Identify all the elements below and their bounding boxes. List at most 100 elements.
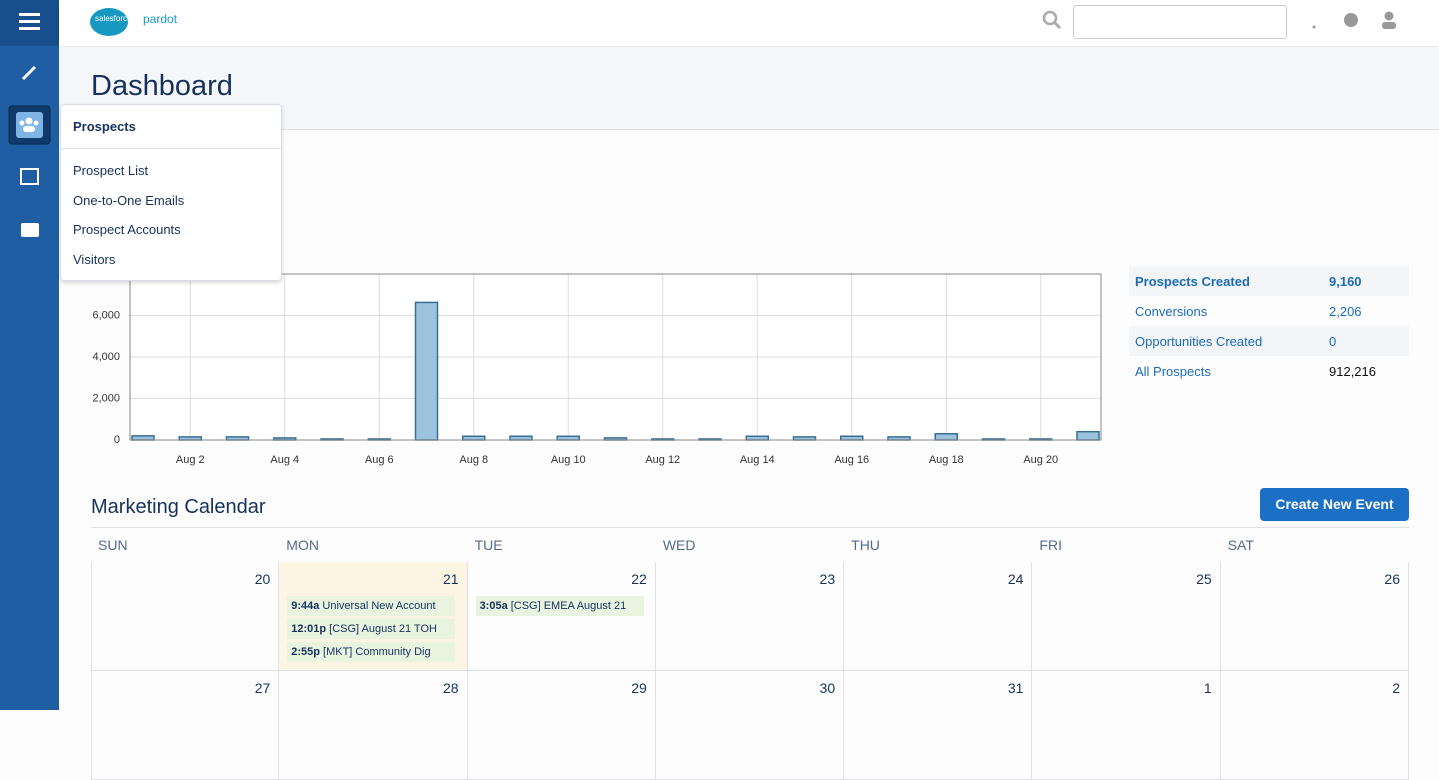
menu-title: Prospects (73, 119, 136, 134)
x-tick-label: Aug 10 (551, 454, 586, 466)
settings-icon[interactable] (1344, 13, 1358, 27)
stat-value[interactable]: 9,160 (1329, 274, 1362, 289)
stat-label[interactable]: Conversions (1135, 304, 1208, 319)
day-cell[interactable]: 27 (91, 671, 280, 780)
briefcase-icon[interactable] (21, 223, 39, 237)
stat-row: All Prospects 912,216 (1129, 356, 1409, 386)
calendar-event[interactable]: 9:44a Universal New Account (287, 596, 456, 616)
prospects-icon (16, 112, 43, 138)
date-number: 31 (1007, 680, 1024, 696)
date-number: 24 (1007, 571, 1024, 587)
event-title: [CSG] August 21 TOH (329, 623, 437, 635)
event-title: [MKT] Community Dig (323, 646, 431, 658)
product-name: pardot (143, 12, 178, 26)
day-cell[interactable]: 23 (655, 562, 845, 671)
x-tick-label: Aug 20 (1023, 454, 1058, 466)
stats-table: Prospects Created 9,160 Conversions 2,206 Op… (1129, 266, 1409, 386)
date-number: 23 (819, 571, 836, 587)
y-tick-label: 0 (114, 434, 120, 446)
date-number: 25 (1196, 571, 1212, 587)
create-event-button[interactable]: Create New Event (1260, 488, 1409, 521)
x-tick-label: Aug 16 (834, 454, 869, 466)
date-number: 28 (442, 680, 459, 696)
calendar-event[interactable]: 3:05a [CSG] EMEA August 21 (475, 596, 644, 616)
top-bar: salesforce pardot (59, 0, 1439, 46)
day-header: WED (662, 537, 696, 553)
day-cell[interactable]: 2 (1220, 671, 1409, 780)
help-icon[interactable] (1312, 25, 1316, 29)
date-number: 30 (819, 680, 836, 696)
bar (556, 435, 580, 441)
date-number: 21 (442, 571, 459, 587)
day-cell[interactable]: 31 (844, 671, 1033, 780)
date-number: 27 (254, 680, 271, 696)
day-cell[interactable]: 21 9:44a Universal New Account 12:01p [CSG] … (279, 562, 468, 671)
day-cell[interactable]: 24 (844, 562, 1033, 671)
x-tick-label: Aug 4 (270, 454, 299, 466)
event-time: 2:55p (291, 646, 321, 658)
day-header: SAT (1227, 537, 1254, 553)
hamburger[interactable] (19, 13, 40, 30)
x-tick-label: Aug 18 (929, 454, 964, 466)
event-time: 9:44a (291, 600, 320, 612)
date-number: 1 (1203, 680, 1212, 696)
bar (509, 435, 533, 441)
separator (61, 148, 281, 149)
search-icon[interactable] (1042, 10, 1062, 30)
event-title: [CSG] EMEA August 21 (510, 600, 627, 612)
bar (840, 435, 864, 441)
stat-value[interactable]: 912,216 (1329, 364, 1376, 379)
menu-item[interactable]: One-to-One Emails (73, 192, 185, 208)
prospects-menu: Prospects Prospect List One-to-One Emails… (60, 104, 282, 281)
day-header: SUN (98, 537, 128, 553)
day-header: MON (286, 537, 319, 553)
stat-label[interactable]: Opportunities Created (1135, 334, 1263, 349)
bar (1076, 430, 1100, 441)
event-time: 12:01p (291, 623, 327, 635)
calendar: SUN MON TUE WED THU FRI SAT 20 21 9:44a Universal … (91, 527, 1409, 780)
people (19, 117, 39, 132)
day-header: THU (851, 537, 880, 553)
day-header: FRI (1039, 537, 1062, 553)
calendar-title: Marketing Calendar (91, 496, 266, 518)
bar (462, 435, 486, 441)
wand-icon[interactable] (21, 65, 37, 81)
day-cell[interactable]: 26 (1220, 562, 1409, 671)
y-tick-label: 2,000 (92, 392, 120, 404)
x-tick-label: Aug 2 (176, 454, 205, 466)
day-cell[interactable]: 20 (91, 562, 280, 671)
x-tick-label: Aug 8 (459, 454, 488, 466)
menu-item[interactable]: Prospect Accounts (73, 222, 181, 237)
calendar-event[interactable]: 12:01p [CSG] August 21 TOH (287, 619, 456, 639)
user-icon[interactable] (1384, 11, 1394, 21)
day-cell[interactable]: 1 (1032, 671, 1221, 780)
day-cell[interactable]: 22 3:05a [CSG] EMEA August 21 (467, 562, 656, 671)
x-tick-label: Aug 6 (365, 454, 394, 466)
x-tick-label: Aug 14 (740, 454, 775, 466)
date-number: 20 (254, 571, 271, 587)
day-cell[interactable]: 25 (1032, 562, 1221, 671)
header-icons (1312, 11, 1396, 29)
reports-icon[interactable] (20, 168, 39, 185)
event-title: Universal New Account (322, 600, 436, 612)
y-tick-label: 6,000 (92, 309, 120, 321)
menu-item[interactable]: Prospect List (73, 163, 149, 178)
stat-label[interactable]: Prospects Created (1135, 274, 1250, 289)
day-cell[interactable]: 29 (467, 671, 656, 780)
day-cell[interactable]: 30 (655, 671, 845, 780)
stat-row: Opportunities Created 0 (1129, 326, 1409, 356)
stat-value[interactable]: 2,206 (1329, 304, 1362, 319)
bar (934, 433, 958, 441)
logo-cloud (90, 8, 128, 36)
day-cell[interactable]: 28 (279, 671, 468, 780)
logo: salesforce (95, 14, 132, 23)
calendar-event[interactable]: 2:55p [MKT] Community Dig (287, 642, 456, 662)
stat-value[interactable]: 0 (1329, 334, 1337, 349)
event-time: 3:05a (479, 600, 508, 612)
search-input[interactable] (1073, 5, 1287, 39)
sidebar-icons (0, 0, 59, 237)
date-number: 26 (1384, 571, 1400, 587)
menu-item[interactable]: Visitors (73, 251, 116, 267)
stat-label[interactable]: All Prospects (1135, 364, 1211, 379)
